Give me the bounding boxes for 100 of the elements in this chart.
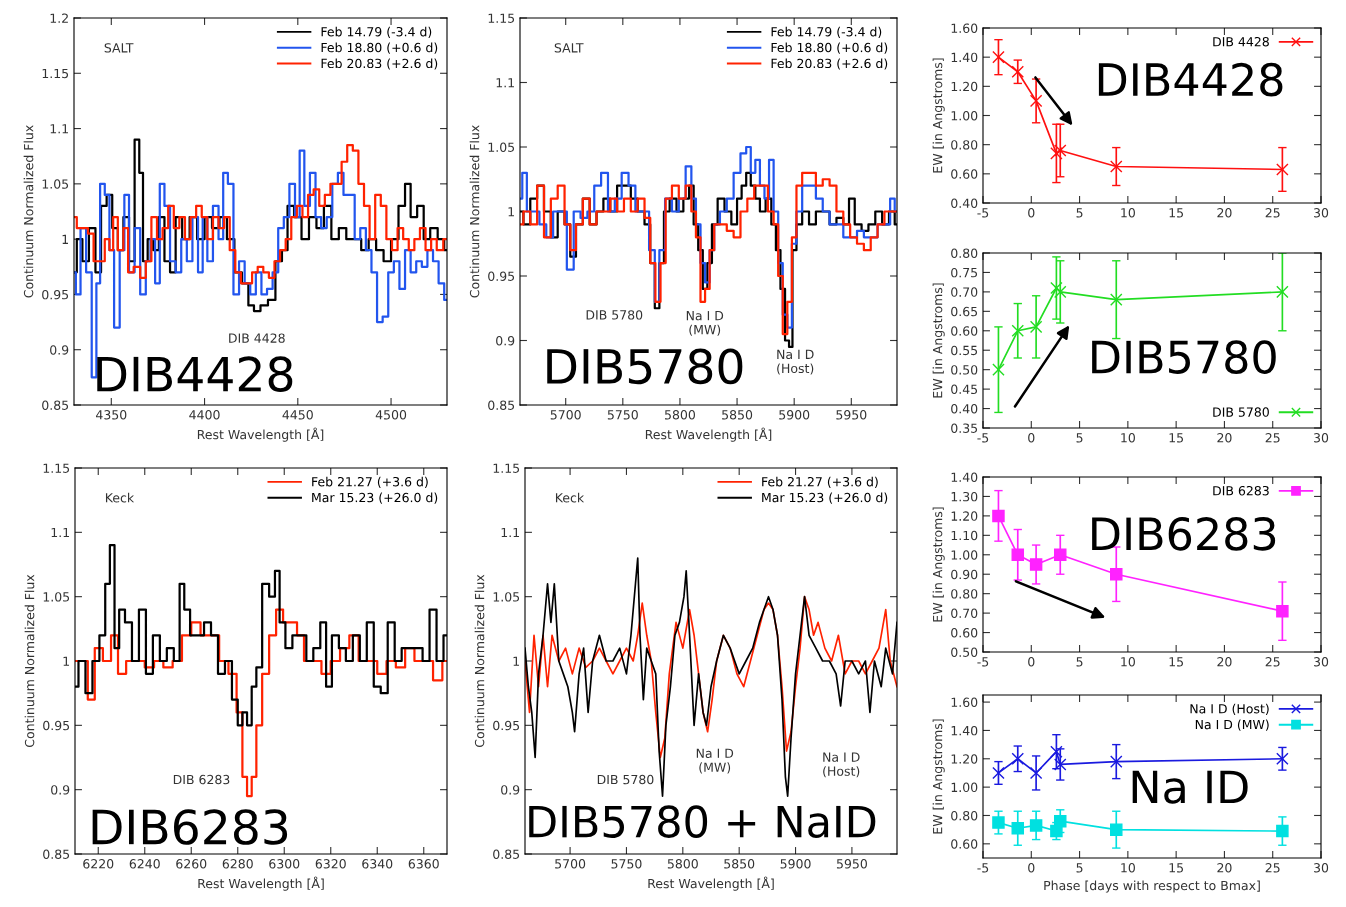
x-tick-label: 5700: [550, 410, 581, 420]
annotation: DIB5780 + NaID: [529, 805, 876, 838]
point: [992, 50, 1005, 64]
y-tick-label: 1.00: [951, 110, 978, 121]
point: [1011, 548, 1025, 562]
annotation: DIB 5780: [597, 774, 654, 785]
x-tick-label: -5: [977, 657, 989, 667]
x-tick-label: 5700: [555, 859, 586, 869]
x-tick-label: 10: [1121, 863, 1135, 873]
point: [992, 816, 1005, 829]
x-tick-label: 15: [1169, 208, 1183, 218]
y-tick-label: 1.20: [951, 81, 978, 92]
x-tick-label: 15: [1169, 657, 1183, 667]
x-tick-label: 5: [1076, 208, 1083, 218]
annotation: DIB 6283: [173, 774, 230, 785]
x-tick-label: 5: [1076, 433, 1083, 443]
legend-label: DIB 5780: [1213, 407, 1269, 417]
point: [1110, 755, 1123, 768]
y-tick-label: 1.00: [951, 782, 978, 793]
y-tick-label: 0.9: [50, 345, 69, 355]
x-axis-title: Rest Wavelength [Å]: [197, 427, 324, 442]
x-tick-label: 6260: [176, 859, 207, 869]
y-tick-label: 1.40: [951, 52, 978, 63]
x-tick-label: 6360: [408, 859, 439, 869]
y-tick-label: 1.1: [501, 527, 519, 538]
y-axis-title: Continuum Normalized Flux: [24, 574, 35, 748]
point: [1276, 752, 1289, 766]
y-tick-label: 0.50: [951, 647, 978, 657]
y-tick-label: 0.9: [496, 335, 515, 346]
y-tick-label: 0.45: [951, 384, 978, 395]
x-tick-label: 0: [1028, 657, 1035, 667]
point: [1054, 285, 1067, 299]
legend-label: Feb 14.79 (-3.4 d): [771, 26, 882, 38]
annotation: Na I D (MW): [696, 748, 734, 774]
x-tick-label: 15: [1169, 433, 1183, 443]
x-tick-label: 6340: [362, 859, 393, 869]
y-tick-label: 1.15: [42, 68, 69, 79]
x-tick-label: 4350: [96, 410, 127, 420]
point: [1054, 548, 1067, 562]
x-tick-label: 10: [1121, 433, 1135, 443]
annotation: DIB6283: [1092, 517, 1276, 551]
x-tick-label: 5850: [722, 410, 753, 420]
point: [1050, 147, 1063, 160]
y-tick-label: 0.90: [951, 569, 978, 580]
point: [992, 363, 1005, 376]
annotation: DIB4428: [97, 356, 293, 392]
x-tick-label: 20: [1217, 208, 1232, 218]
legend-label: Feb 18.80 (+0.6 d): [321, 42, 438, 54]
y-tick-label: 0.9: [51, 785, 70, 795]
x-tick-label: 6300: [269, 859, 300, 869]
legend-label: Mar 15.23 (+26.0 d): [762, 492, 888, 504]
point: [1110, 293, 1123, 306]
y-tick-label: 0.95: [488, 271, 515, 281]
x-tick-label: 4450: [282, 410, 313, 420]
x-tick-label: 20: [1217, 657, 1232, 667]
y-tick-label: 1.05: [488, 142, 515, 152]
x-axis-title: Phase [days with respect to Bmax]: [1044, 880, 1260, 893]
y-tick-label: 1.15: [488, 13, 515, 23]
y-tick-label: 1.1: [51, 527, 69, 538]
point: [1011, 65, 1025, 79]
x-tick-label: 10: [1121, 657, 1135, 667]
x-tick-label: 5750: [607, 410, 638, 420]
y-tick-label: 0.80: [951, 810, 978, 821]
legend-label: Mar 15.23 (+26.0 d): [312, 492, 438, 504]
y-tick-label: 1: [62, 234, 68, 244]
x-tick-label: 25: [1265, 208, 1280, 218]
annotation: DIB 4428: [229, 333, 285, 343]
point: [1011, 752, 1025, 766]
y-tick-label: 0.70: [951, 287, 978, 297]
point: [1029, 766, 1043, 780]
annotation: Na I D (Host): [823, 752, 860, 778]
y-tick-label: 1.60: [951, 23, 978, 33]
y-tick-label: 0.95: [42, 289, 69, 300]
x-tick-label: 30: [1314, 208, 1329, 218]
y-axis-title: Continuum Normalized Flux: [469, 125, 480, 298]
y-axis-title: Continuum Normalized Flux: [23, 125, 34, 298]
point: [1276, 163, 1289, 176]
x-axis-title: Rest Wavelength [Å]: [645, 427, 772, 442]
x-tick-label: 25: [1265, 433, 1280, 443]
y-tick-label: 0.75: [951, 267, 978, 278]
legend-label: Feb 21.27 (+3.6 d): [312, 476, 428, 488]
legend-label: Feb 20.83 (+2.6 d): [321, 58, 438, 70]
x-tick-label: 5750: [611, 859, 642, 869]
annotation: SALT: [554, 43, 584, 53]
y-axis-title: EW [in Angstroms]: [932, 719, 945, 834]
point: [1276, 604, 1289, 618]
point: [1050, 745, 1063, 758]
y-tick-label: 0.85: [488, 400, 515, 410]
y-tick-label: 0.35: [951, 423, 978, 433]
x-tick-label: 5950: [836, 859, 867, 869]
x-tick-label: 30: [1314, 433, 1329, 443]
point: [1110, 160, 1123, 173]
y-tick-label: 0.85: [493, 849, 520, 859]
y-tick-label: 1.15: [43, 463, 70, 473]
point: [1276, 285, 1289, 299]
x-tick-label: -5: [977, 863, 989, 873]
point: [1029, 819, 1043, 832]
point: [992, 766, 1005, 780]
y-axis-title: Continuum Normalized Flux: [474, 574, 485, 748]
point: [1011, 324, 1025, 338]
